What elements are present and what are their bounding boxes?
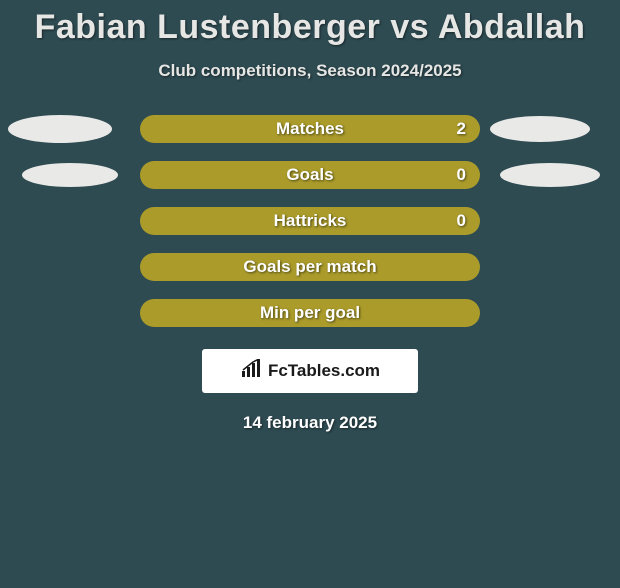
stat-row: Goals per match xyxy=(0,253,620,281)
date-label: 14 february 2025 xyxy=(0,413,620,433)
brand-text: FcTables.com xyxy=(268,361,380,381)
stat-label: Goals per match xyxy=(140,257,480,277)
stat-value: 2 xyxy=(457,119,466,139)
player-ellipse-left xyxy=(22,163,118,187)
stat-bar: Min per goal xyxy=(140,299,480,327)
stat-row: Hattricks0 xyxy=(0,207,620,235)
stat-row: Matches2 xyxy=(0,115,620,143)
stat-bar: Goals0 xyxy=(140,161,480,189)
player-ellipse-left xyxy=(8,115,112,143)
player-ellipse-right xyxy=(490,116,590,142)
stat-value: 0 xyxy=(457,165,466,185)
stat-label: Goals xyxy=(140,165,480,185)
page-title: Fabian Lustenberger vs Abdallah xyxy=(0,8,620,47)
stat-bar: Matches2 xyxy=(140,115,480,143)
stat-bar: Hattricks0 xyxy=(140,207,480,235)
brand-chart-icon xyxy=(240,359,262,384)
stat-value: 0 xyxy=(457,211,466,231)
stat-bar: Goals per match xyxy=(140,253,480,281)
stat-row: Min per goal xyxy=(0,299,620,327)
player-ellipse-right xyxy=(500,163,600,187)
stat-label: Min per goal xyxy=(140,303,480,323)
stat-row: Goals0 xyxy=(0,161,620,189)
stat-bars-container: Matches2Goals0Hattricks0Goals per matchM… xyxy=(0,115,620,327)
stat-label: Matches xyxy=(140,119,480,139)
brand-card: FcTables.com xyxy=(202,349,418,393)
page-subtitle: Club competitions, Season 2024/2025 xyxy=(0,61,620,81)
stat-label: Hattricks xyxy=(140,211,480,231)
